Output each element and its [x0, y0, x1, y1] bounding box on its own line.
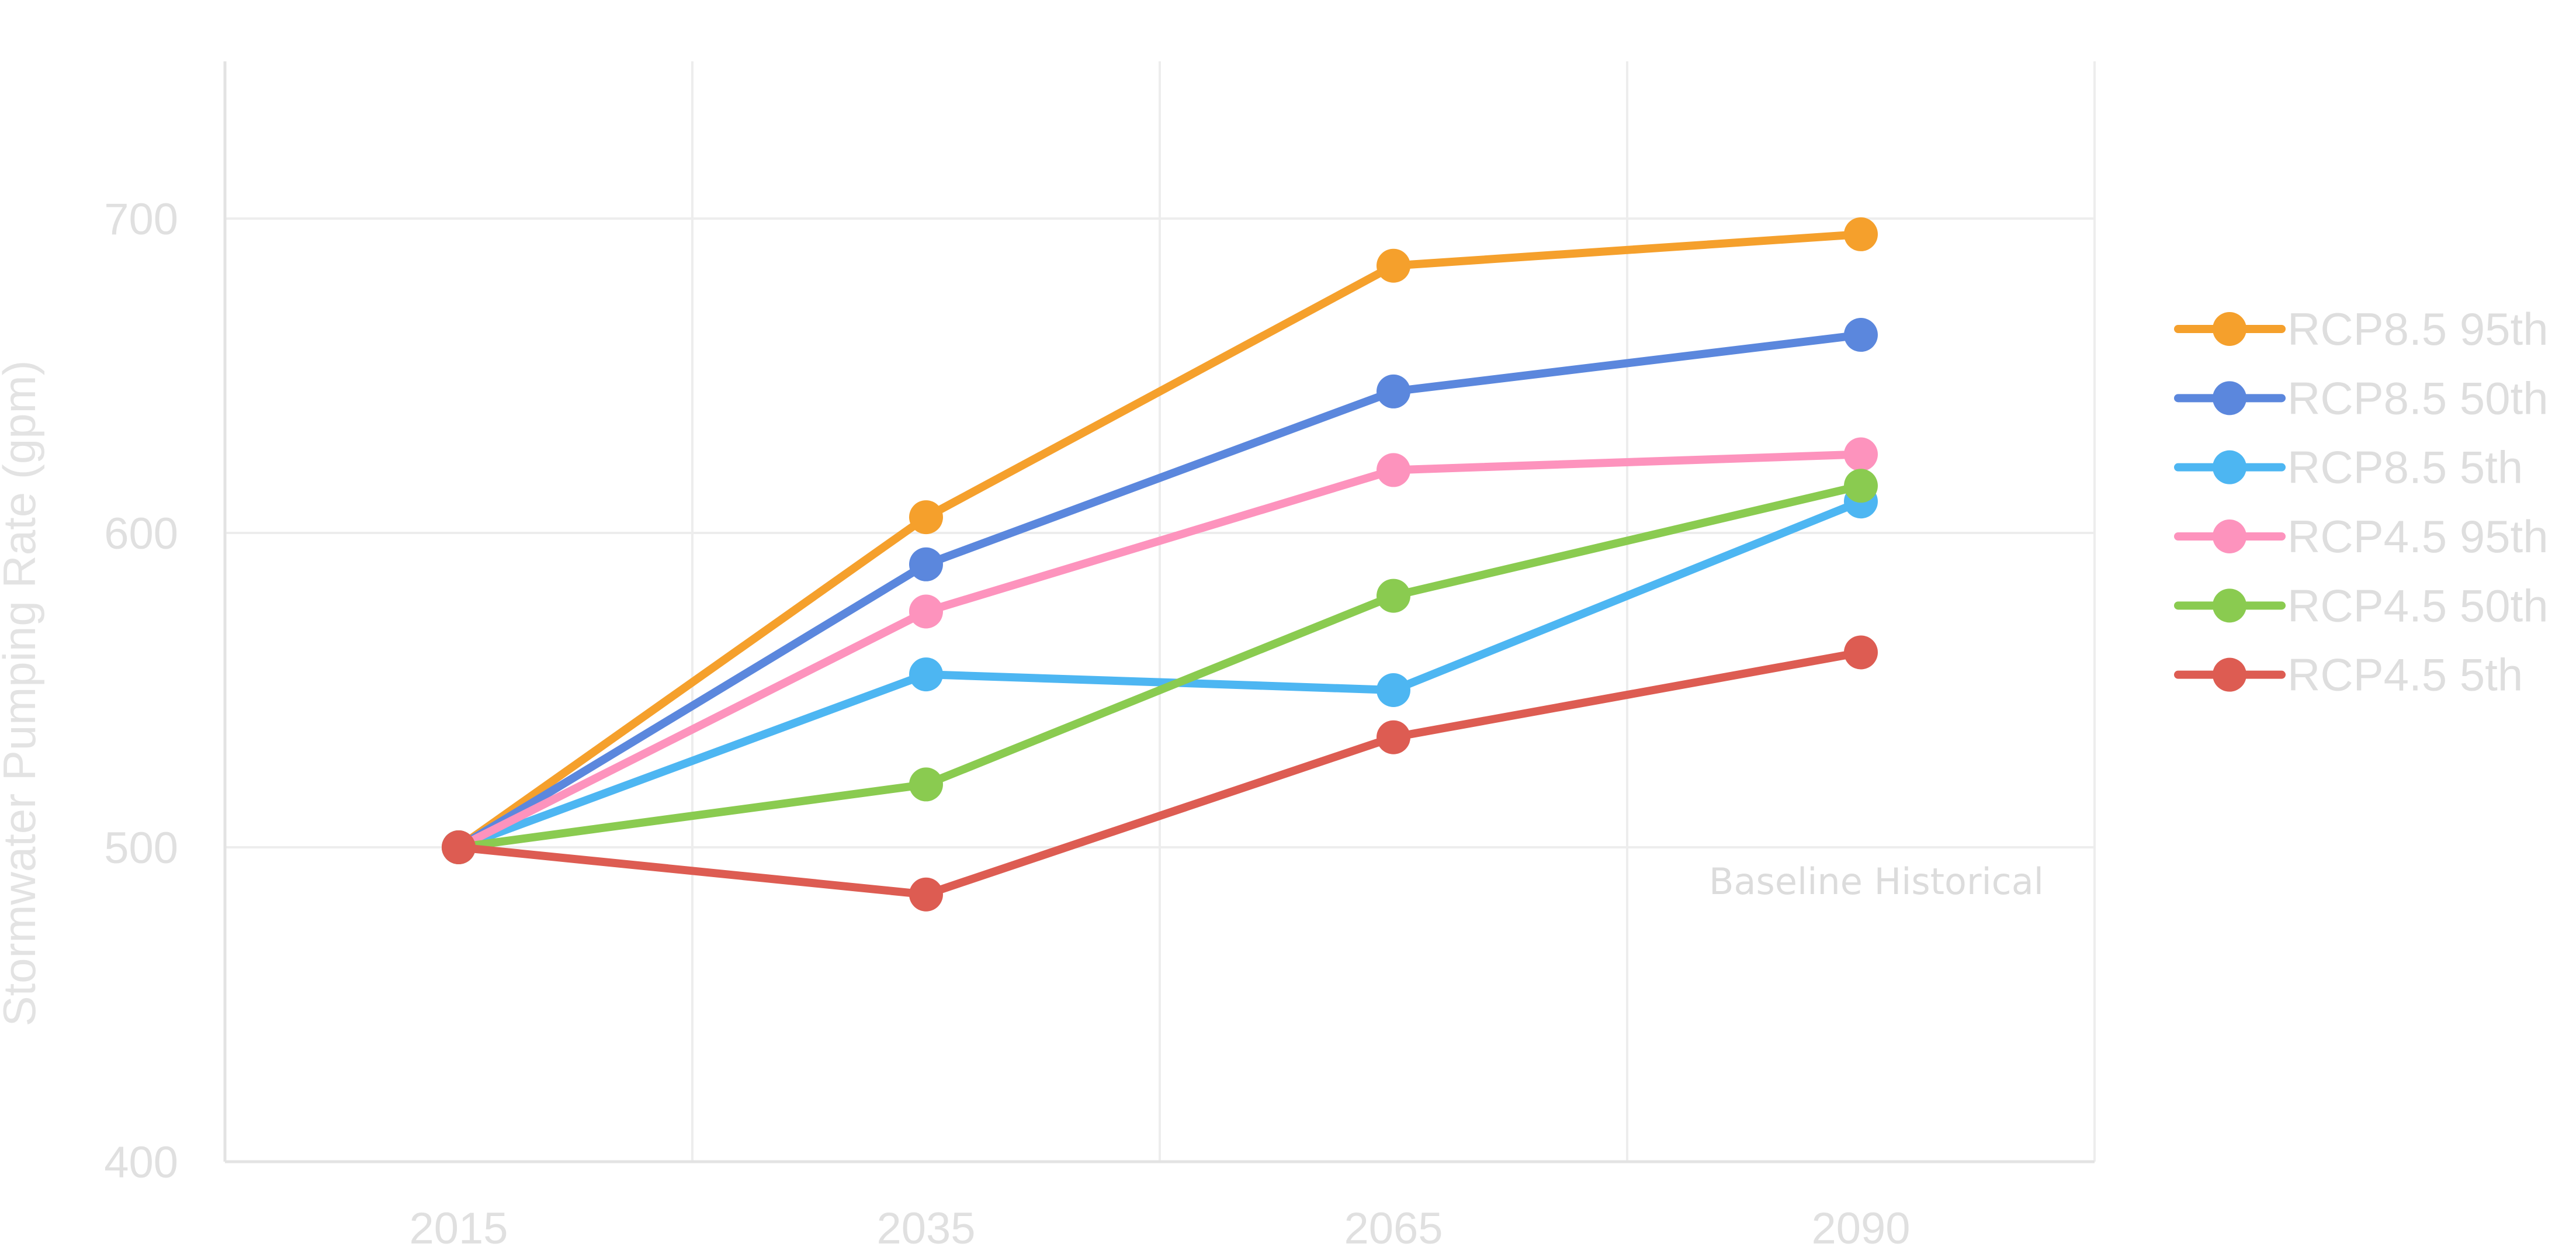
y-axis-title: Stormwater Pumping Rate (gpm): [0, 360, 45, 1026]
data-point: [1844, 469, 1878, 503]
data-point: [909, 594, 943, 629]
legend-label: RCP4.5 95th: [2287, 511, 2549, 562]
data-point: [1377, 720, 1410, 754]
x-tick-label: 2090: [1811, 1204, 1910, 1247]
series: [442, 217, 1878, 912]
legend-swatch-marker: [2213, 519, 2246, 553]
data-point: [1377, 453, 1410, 487]
data-point: [909, 547, 943, 581]
legend-label: RCP4.5 5th: [2287, 649, 2523, 701]
series-rcp4-5-5th: [442, 635, 1878, 912]
data-point: [1377, 579, 1410, 613]
data-point: [1844, 635, 1878, 670]
legend-swatch-marker: [2213, 312, 2246, 346]
series-line: [455, 450, 1865, 851]
legend-swatch-marker: [2213, 588, 2246, 623]
data-point: [1844, 318, 1878, 352]
y-tick-label: 600: [104, 509, 178, 559]
legend-label: RCP4.5 50th: [2287, 580, 2549, 631]
data-point: [909, 500, 943, 535]
x-tick-label: 2065: [1344, 1204, 1443, 1247]
series-line: [455, 482, 1865, 851]
x-tick-label: 2015: [409, 1204, 508, 1247]
axes: [223, 61, 2095, 1163]
data-point: [1377, 248, 1410, 283]
data-point: [1377, 673, 1410, 707]
data-point: [1844, 217, 1878, 251]
legend-label: RCP8.5 95th: [2287, 303, 2549, 355]
series-line: [455, 648, 1865, 899]
y-tick-label: 400: [104, 1138, 178, 1187]
legend-item: RCP4.5 50th: [2174, 580, 2549, 631]
legend-swatch-marker: [2213, 381, 2246, 415]
grid: [225, 61, 2096, 1162]
legend-label: RCP8.5 5th: [2287, 442, 2523, 493]
legend: RCP8.5 95th RCP8.5 50th RCP8.5 5th RCP4.5 9…: [2174, 303, 2549, 701]
legend-item: RCP4.5 95th: [2174, 511, 2549, 562]
data-point: [909, 767, 943, 802]
data-point: [1377, 374, 1410, 408]
series-line: [455, 331, 1865, 851]
legend-label: RCP8.5 50th: [2287, 372, 2549, 424]
series-line: [455, 497, 1865, 851]
x-tick-label: 2035: [876, 1204, 975, 1247]
legend-item: RCP8.5 5th: [2174, 442, 2523, 493]
data-point: [1844, 437, 1878, 472]
data-point: [442, 830, 476, 864]
legend-item: RCP8.5 50th: [2174, 372, 2549, 424]
y-tick-label: 500: [104, 823, 178, 873]
series-line: [455, 230, 1865, 851]
tick-labels: 400 500 600 700 2015 2035 2065 2090: [104, 195, 1910, 1247]
legend-swatch-marker: [2213, 450, 2246, 484]
legend-swatch-marker: [2213, 657, 2246, 692]
y-tick-label: 700: [104, 195, 178, 244]
data-point: [909, 877, 943, 912]
legend-item: RCP4.5 5th: [2174, 649, 2523, 701]
baseline-annotation: Baseline Historical: [1709, 860, 2044, 903]
data-point: [909, 657, 943, 692]
legend-item: RCP8.5 95th: [2174, 303, 2549, 355]
